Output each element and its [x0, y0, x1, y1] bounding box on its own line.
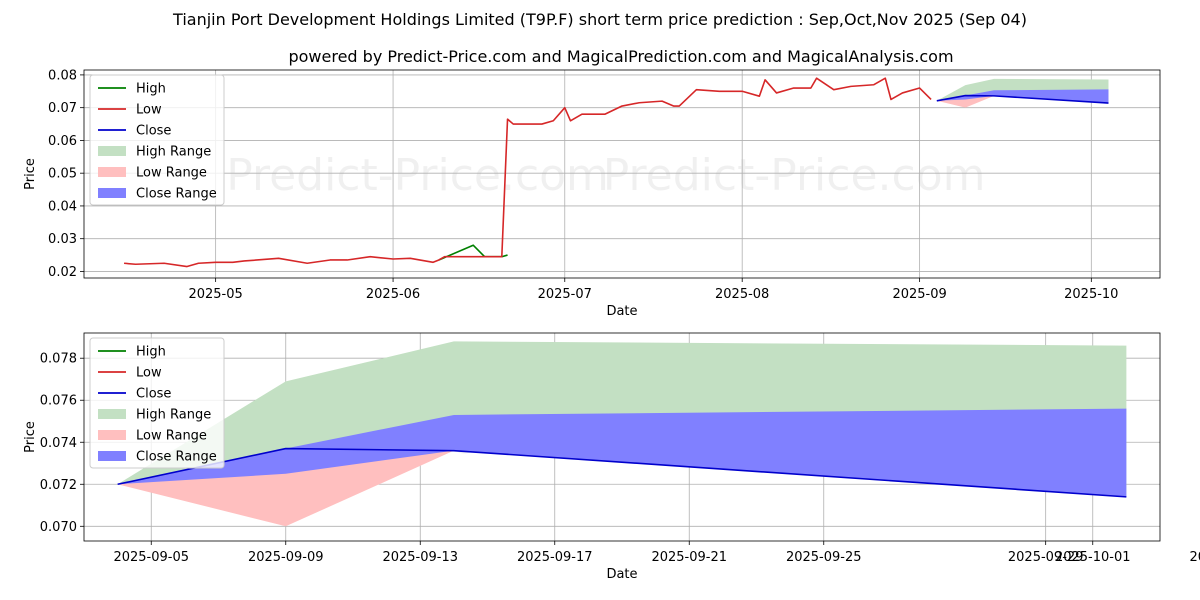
y-tick-label: 0.03 — [48, 232, 77, 247]
axes-frame — [83, 69, 1161, 279]
legend-swatch-close-range — [98, 188, 126, 198]
legend-label-low-range: Low Range — [136, 429, 207, 444]
x-tick-label: 2025-09-13 — [382, 550, 458, 565]
y-axis-label: Price — [23, 421, 38, 453]
x-tick-label: 2025-09-17 — [517, 550, 593, 565]
legend-swatch-close-range — [98, 451, 126, 461]
legend-swatch-low-range — [98, 430, 126, 440]
watermark-left: Predict-Price.com — [226, 150, 609, 201]
x-tick-label: 2025-09 — [892, 287, 946, 302]
legend-label-high-range: High Range — [136, 145, 211, 160]
panel-2: Predict-Price.comPredict-Price.com0.0700… — [23, 332, 1200, 582]
legend-label-low: Low — [136, 103, 162, 118]
x-tick-label: 2025-10-01 — [1055, 550, 1131, 565]
legend: High Low Close High Range Low Range Close Ran… — [89, 74, 225, 206]
close-range-band — [117, 408, 1127, 497]
chart-subtitle: powered by Predict-Price.com and Magical… — [288, 47, 953, 66]
legend-label-high-range: High Range — [136, 408, 211, 423]
x-tick-label: 2025-09-05 — [113, 550, 189, 565]
watermark-right: Predict-Price.com — [603, 150, 986, 201]
x-tick-label: 2025-09-29 — [1008, 550, 1084, 565]
y-tick-label: 0.05 — [48, 167, 77, 182]
legend-label-close: Close — [136, 387, 171, 402]
y-tick-label: 0.06 — [48, 134, 77, 149]
legend-swatch-low-range — [98, 167, 126, 177]
legend-label-close-range: Close Range — [136, 450, 217, 465]
legend-label-high: High — [136, 345, 166, 360]
y-tick-label: 0.070 — [40, 520, 77, 535]
high-line — [438, 244, 508, 261]
legend-swatch-high-range — [98, 409, 126, 419]
close-range-band — [936, 89, 1109, 103]
y-tick-label: 0.072 — [40, 478, 77, 493]
y-tick-label: 0.074 — [40, 436, 77, 451]
x-tick-label: 2025-07 — [538, 287, 592, 302]
y-axis-label: Price — [23, 158, 38, 190]
x-tick-label: 2025-05 — [188, 287, 242, 302]
legend: High Low Close High Range Low Range Close Ran… — [89, 337, 225, 469]
chart-title: Tianjin Port Development Holdings Limite… — [172, 10, 1027, 29]
x-axis-label: Date — [606, 567, 637, 582]
legend-label-low: Low — [136, 366, 162, 381]
x-tick-label: 2025-09-09 — [248, 550, 324, 565]
x-tick-label: 2025-08 — [715, 287, 769, 302]
y-tick-label: 0.08 — [48, 68, 77, 83]
low-line — [123, 77, 932, 268]
legend-label-close: Close — [136, 124, 171, 139]
x-tick-label: 2025-06 — [366, 287, 420, 302]
y-tick-label: 0.076 — [40, 394, 77, 409]
x-tick-label: 2025-09-21 — [651, 550, 727, 565]
x-tick-label: 2025-10-05 — [1189, 550, 1200, 565]
x-axis-label: Date — [606, 304, 637, 319]
legend-label-high: High — [136, 82, 166, 97]
y-tick-label: 0.07 — [48, 101, 77, 116]
axes-frame — [83, 332, 1161, 542]
legend-label-low-range: Low Range — [136, 166, 207, 181]
legend-swatch-high-range — [98, 146, 126, 156]
legend-label-close-range: Close Range — [136, 187, 217, 202]
y-tick-label: 0.02 — [48, 265, 77, 280]
x-tick-label: 2025-09-25 — [786, 550, 862, 565]
close-line — [936, 94, 1109, 104]
y-tick-label: 0.078 — [40, 352, 77, 367]
y-tick-label: 0.04 — [48, 199, 77, 214]
x-tick-label: 2025-10 — [1064, 287, 1118, 302]
